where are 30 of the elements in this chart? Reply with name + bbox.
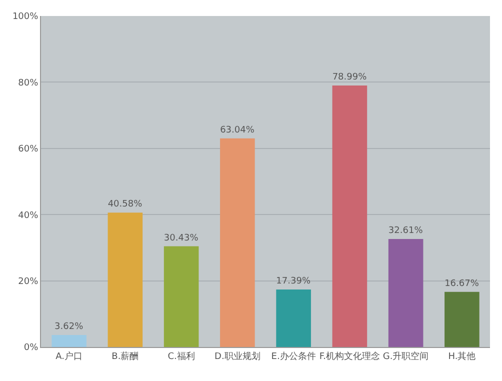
y-tick-label: 60% [18, 144, 39, 155]
y-tick-label: 80% [18, 78, 39, 88]
x-tick-label: E.办公条件 [271, 350, 316, 362]
x-tick-label: D.职业规划 [214, 350, 260, 362]
bar [220, 138, 255, 347]
y-tick-label: 100% [12, 12, 39, 22]
bar [388, 239, 424, 347]
data-label: 32.61% [388, 226, 424, 236]
bar [164, 246, 199, 347]
y-tick-label: 20% [18, 276, 39, 287]
x-tick-label: F.机构文化理念 [319, 350, 380, 362]
x-tick-label: G.升职空间 [382, 350, 429, 362]
data-label: 17.39% [276, 276, 311, 286]
x-tick-label: A.户口 [56, 350, 82, 362]
bar [332, 86, 368, 347]
x-tick-label: B.薪酬 [112, 350, 139, 362]
x-tick-label: C.福利 [168, 350, 195, 362]
bar [52, 335, 86, 347]
data-label: 63.04% [220, 125, 255, 136]
data-label: 3.62% [54, 322, 84, 332]
data-label: 40.58% [108, 200, 143, 210]
bar [276, 289, 311, 347]
data-label: 16.67% [444, 278, 480, 289]
y-tick-label: 0% [24, 343, 39, 354]
x-tick-label: H.其他 [448, 350, 476, 362]
bar [108, 212, 143, 347]
y-tick-label: 40% [18, 210, 39, 221]
bar [444, 292, 480, 347]
data-label: 30.43% [164, 233, 199, 244]
data-label: 78.99% [332, 72, 368, 83]
